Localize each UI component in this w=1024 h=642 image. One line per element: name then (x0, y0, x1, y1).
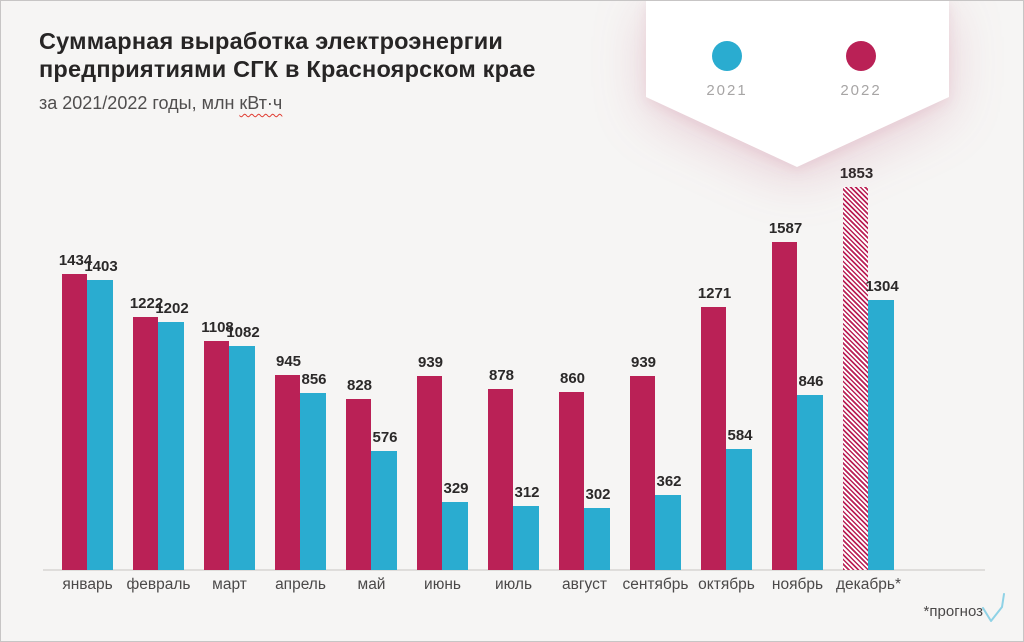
bar-value-label-2021-июль: 312 (514, 484, 540, 501)
forecast-footnote: *прогноз (923, 603, 983, 620)
bar-value-label-2022-март: 1108 (201, 319, 234, 336)
legend-dot-2021-icon (712, 41, 742, 71)
bar-value-label-2021-ноябрь: 846 (798, 373, 824, 390)
bar-2022-август (559, 392, 584, 570)
bar-value-label-2022-август: 860 (559, 370, 586, 387)
bar-2021-март (229, 346, 255, 570)
legend-label-2022: 2022 (840, 82, 882, 99)
bar-2021-февраль (158, 322, 184, 570)
bar-2021-июнь (442, 502, 468, 570)
bar-2022-март (204, 341, 229, 570)
month-label-сентябрь: сентябрь (622, 576, 689, 593)
bar-2022-апрель (275, 375, 300, 570)
bar-value-label-2021-июнь: 329 (443, 480, 469, 497)
bar-2021-апрель (300, 393, 326, 570)
bar-value-label-2021-январь: 1403 (84, 258, 118, 275)
bar-value-label-2021-август: 302 (585, 486, 611, 503)
bar-2021-май (371, 451, 397, 570)
page-title: Суммарная выработка электроэнергии предп… (39, 27, 536, 83)
bar-value-label-2022-апрель: 945 (275, 353, 302, 370)
bar-2022-май (346, 399, 371, 570)
title-line-1: Суммарная выработка электроэнергии (39, 28, 504, 54)
month-label-январь: январь (62, 576, 113, 593)
month-label-июль: июль (494, 576, 533, 593)
bar-value-label-2021-апрель: 856 (301, 371, 327, 388)
month-label-август: август (562, 576, 607, 593)
legend-label-2021: 2021 (706, 82, 748, 99)
bar-2022-сентябрь (630, 376, 655, 570)
title-line-2: предприятиями СГК в Красноярском крае (39, 56, 536, 82)
bar-value-label-2021-май: 576 (372, 429, 398, 446)
bar-2021-октябрь (726, 449, 752, 570)
bar-2022-октябрь (701, 307, 726, 570)
bar-value-label-2021-март: 1082 (226, 324, 260, 341)
month-label-ноябрь: ноябрь (771, 576, 824, 593)
bar-value-label-2022-ноябрь: 1587 (768, 220, 803, 237)
bar-2022-февраль (133, 317, 158, 570)
bar-2022-июнь (417, 376, 442, 570)
bar-value-label-2022-май: 828 (346, 377, 373, 394)
bar-2022-январь (62, 274, 87, 570)
legend-item-2022: 2022 (825, 41, 897, 99)
month-label-декабрь*: декабрь* (835, 576, 901, 593)
bar-value-label-2021-декабрь*: 1304 (865, 278, 899, 295)
month-label-март: март (212, 576, 247, 593)
bar-value-label-2022-январь: 1434 (58, 252, 93, 269)
bar-value-label-2022-февраль: 1222 (129, 295, 164, 312)
header: Суммарная выработка электроэнергии предп… (39, 27, 536, 114)
bar-value-label-2022-июнь: 939 (417, 354, 444, 371)
bar-2022-декабрь*-forecast (843, 187, 868, 570)
bar-2022-июль (488, 389, 513, 570)
month-label-май: май (357, 576, 386, 593)
bar-2021-декабрь* (868, 300, 894, 570)
bar-2021-июль (513, 506, 539, 570)
check-icon (982, 593, 1005, 622)
bar-2022-ноябрь (772, 242, 797, 570)
subtitle-text: за 2021/2022 годы, млн (39, 93, 240, 113)
x-axis-line (43, 569, 985, 571)
bar-value-label-2022-сентябрь: 939 (630, 354, 657, 371)
bar-value-label-2022-декабрь*: 1853 (839, 165, 874, 182)
month-label-февраль: февраль (126, 576, 191, 593)
bar-value-label-2021-октябрь: 584 (727, 427, 753, 444)
bar-2021-август (584, 508, 610, 570)
bar-2021-ноябрь (797, 395, 823, 570)
subtitle-unit-spellcheck: кВт·ч (239, 93, 283, 113)
bar-value-label-2022-октябрь: 1271 (697, 285, 732, 302)
bar-value-label-2021-февраль: 1202 (155, 300, 189, 317)
legend-dot-2022-icon (846, 41, 876, 71)
bar-value-label-2022-июль: 878 (488, 367, 515, 384)
bar-2021-январь (87, 280, 113, 570)
bar-2021-сентябрь (655, 495, 681, 570)
legend-item-2021: 2021 (691, 41, 763, 99)
month-label-июнь: июнь (424, 576, 461, 593)
month-label-октябрь: октябрь (698, 576, 755, 593)
bar-value-label-2021-сентябрь: 362 (656, 473, 682, 490)
subtitle: за 2021/2022 годы, млн кВт·ч (39, 92, 536, 114)
month-label-апрель: апрель (275, 576, 326, 593)
